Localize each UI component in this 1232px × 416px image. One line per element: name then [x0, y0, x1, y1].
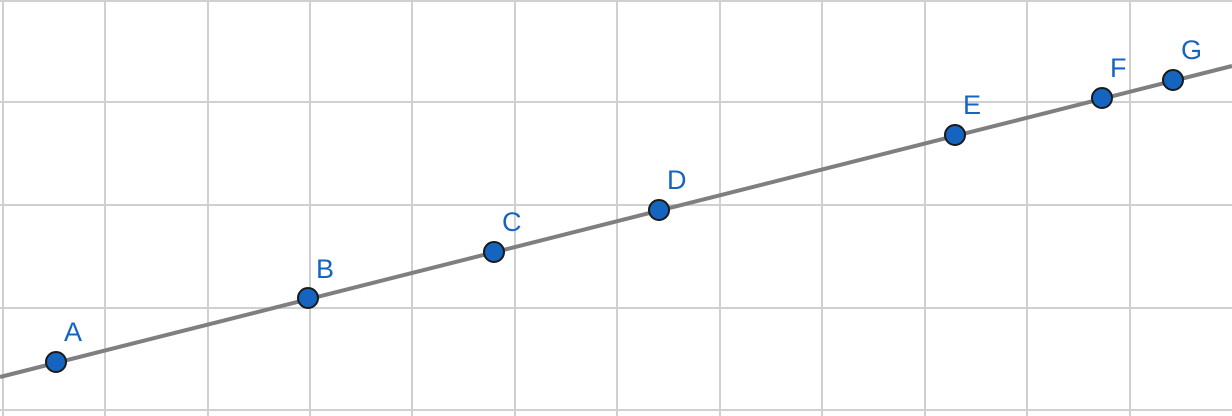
- point-marker[interactable]: [45, 351, 67, 373]
- point-marker[interactable]: [1091, 87, 1113, 109]
- point-label: E: [963, 90, 981, 120]
- point-a[interactable]: A: [45, 317, 82, 373]
- point-label: B: [316, 254, 334, 284]
- point-marker[interactable]: [1162, 69, 1184, 91]
- point-d[interactable]: D: [648, 165, 687, 221]
- point-marker[interactable]: [944, 124, 966, 146]
- point-marker[interactable]: [648, 199, 670, 221]
- point-b[interactable]: B: [297, 254, 334, 309]
- point-marker[interactable]: [483, 241, 505, 263]
- point-e[interactable]: E: [944, 90, 981, 146]
- point-marker[interactable]: [297, 287, 319, 309]
- point-label: A: [64, 317, 82, 347]
- point-c[interactable]: C: [483, 207, 522, 263]
- line-through-points[interactable]: [0, 64, 1232, 379]
- point-label: C: [502, 207, 522, 237]
- point-label: G: [1181, 35, 1202, 65]
- point-label: D: [667, 165, 687, 195]
- points-layer: A B C D E F G: [45, 35, 1202, 373]
- point-label: F: [1110, 53, 1127, 83]
- point-f[interactable]: F: [1091, 53, 1127, 109]
- point-g[interactable]: G: [1162, 35, 1202, 91]
